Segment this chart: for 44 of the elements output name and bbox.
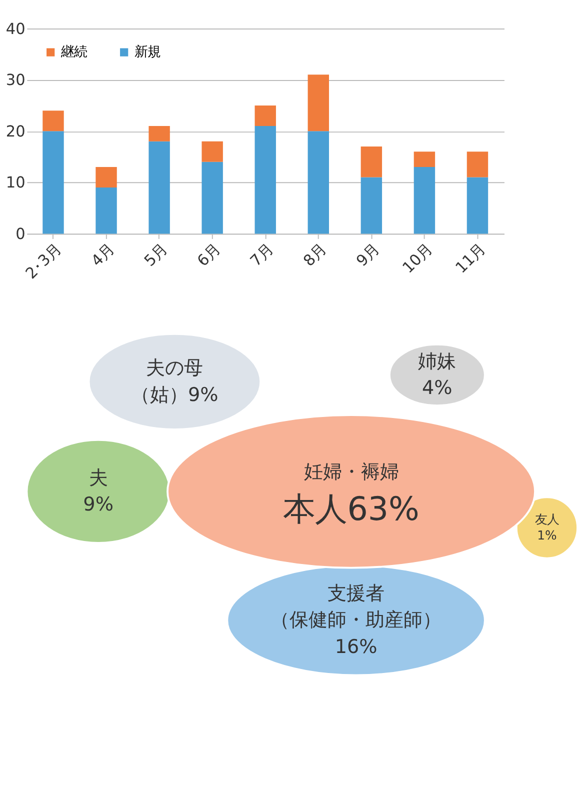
bar [96, 188, 117, 234]
bar [254, 105, 276, 126]
category-label: 友人 [534, 511, 559, 526]
bar [202, 141, 223, 162]
bar [148, 141, 170, 234]
x-tick-label: 5月 [140, 240, 171, 270]
bar [202, 162, 223, 234]
text: 16% [334, 634, 378, 658]
bar [96, 167, 117, 188]
text: 本人63% [283, 490, 420, 528]
bar [308, 131, 329, 234]
y-tick-label: 30 [6, 71, 26, 90]
category-label: 姉妹 [418, 349, 456, 372]
bar [414, 152, 436, 168]
bar [148, 126, 170, 142]
category-label: 支援者（保健師・助産師） [270, 581, 442, 632]
category-label: 夫の母 [146, 356, 204, 380]
bar [254, 126, 276, 234]
y-tick-label: 20 [6, 122, 26, 140]
legend-label: 新規 [134, 45, 161, 60]
category-label: 妊婦・褥婦 [304, 460, 399, 484]
legend-label: 継続 [60, 45, 88, 60]
bar [466, 152, 488, 178]
category-label: 夫 [88, 466, 108, 489]
bar [414, 167, 436, 234]
bar [42, 131, 64, 234]
text: （姑）9% [131, 382, 218, 406]
bar [308, 74, 329, 132]
x-tick-label: 6月 [194, 240, 224, 270]
x-tick-label: 7月 [246, 240, 277, 270]
x-tick-label: 4月 [88, 240, 118, 270]
text: 1% [537, 528, 557, 543]
text: 4% [422, 376, 452, 400]
x-tick-label: 9月 [352, 240, 384, 270]
bar [42, 110, 64, 132]
x-tick-label: 10月 [398, 240, 436, 277]
y-tick-label: 40 [6, 20, 26, 38]
bar [466, 177, 488, 234]
text: 9% [83, 492, 114, 516]
bar [360, 177, 382, 234]
x-tick-label: 11月 [452, 240, 490, 277]
x-tick-label: 8月 [300, 240, 330, 270]
y-tick-label: 10 [6, 174, 26, 192]
bar [360, 146, 382, 178]
